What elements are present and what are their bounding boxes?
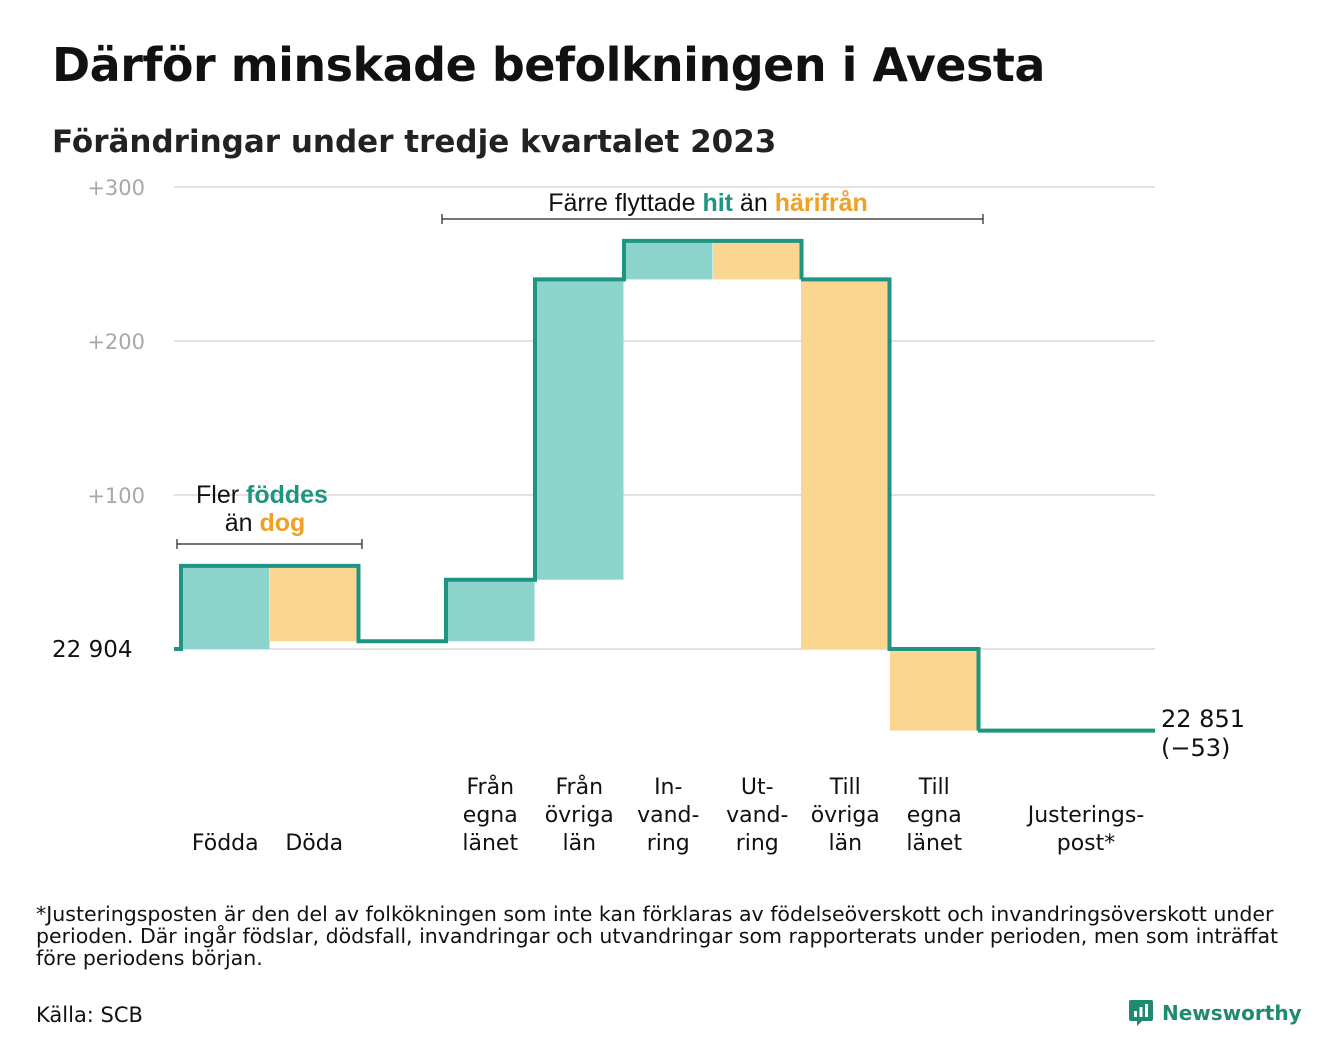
- category-label: Döda: [285, 831, 343, 856]
- annotation-migration: Färre flyttade hit än härifrån: [548, 189, 868, 217]
- annotation-text-part: än: [225, 509, 260, 537]
- waterfall-bar: [535, 279, 624, 580]
- category-label: övriga: [811, 803, 880, 828]
- category-label: övriga: [545, 803, 614, 828]
- annotation-text-part: Färre flyttade: [548, 189, 702, 217]
- category-label: post*: [1057, 831, 1116, 856]
- annotation-births-line2: än dog: [225, 509, 306, 537]
- waterfall-bar: [624, 240, 713, 280]
- cumulative-step-line: [174, 238, 1155, 733]
- chart-subtitle: Förändringar under tredje kvartalet 2023: [52, 124, 777, 160]
- waterfall-chart: +100 +200 +300 22 904 Födda Döda Från egna länet…: [52, 176, 1245, 856]
- brand-logo[interactable]: Newsworthy: [1128, 998, 1302, 1028]
- category-label: egna: [463, 803, 518, 828]
- annotation-text-part: dog: [259, 509, 305, 537]
- annotation-text-part: föddes: [246, 481, 328, 509]
- bar-chart-badge-icon: [1129, 1000, 1153, 1026]
- waterfall-bar: [801, 279, 890, 649]
- category-label: ring: [647, 831, 690, 856]
- category-label: län: [828, 831, 862, 856]
- waterfall-bar: [890, 649, 979, 731]
- category-label: länet: [462, 831, 518, 856]
- category-label: länet: [906, 831, 962, 856]
- source-label: Källa: SCB: [36, 1003, 143, 1027]
- end-change-label: (−53): [1161, 734, 1230, 762]
- y-tick-label: +100: [87, 484, 145, 508]
- annotation-text-part: härifrån: [775, 189, 868, 217]
- category-label: Födda: [192, 831, 259, 856]
- category-label: In-: [654, 775, 682, 800]
- annotation-text-part: hit: [702, 189, 733, 217]
- category-label: vand-: [726, 803, 788, 828]
- annotation-text-part: Fler: [196, 481, 246, 509]
- category-label: Till: [918, 775, 950, 800]
- y-tick-label: +300: [87, 176, 145, 200]
- y-tick-label: +200: [87, 330, 145, 354]
- brand-name: Newsworthy: [1162, 1001, 1302, 1025]
- annotation-births: Fler föddes: [196, 481, 328, 509]
- waterfall-bar: [713, 240, 802, 280]
- category-label: Justerings-: [1026, 803, 1145, 828]
- annotation-text-part: än: [733, 189, 775, 217]
- category-label: Från: [466, 774, 514, 800]
- category-label: Till: [829, 775, 861, 800]
- category-label: ring: [736, 831, 779, 856]
- category-label: län: [562, 831, 596, 856]
- category-label: Från: [555, 774, 603, 800]
- waterfall-bar: [270, 565, 359, 642]
- category-label: egna: [907, 803, 962, 828]
- waterfall-bar: [181, 565, 270, 649]
- category-label: vand-: [637, 803, 699, 828]
- chart-title: Därför minskade befolkningen i Avesta: [52, 38, 1045, 92]
- footnote: *Justeringsposten är den del av folkökni…: [36, 902, 1279, 970]
- end-value-label: 22 851: [1161, 705, 1245, 733]
- baseline-value-label: 22 904: [52, 637, 132, 663]
- waterfall-bar: [446, 579, 535, 642]
- category-label: Ut-: [741, 775, 774, 800]
